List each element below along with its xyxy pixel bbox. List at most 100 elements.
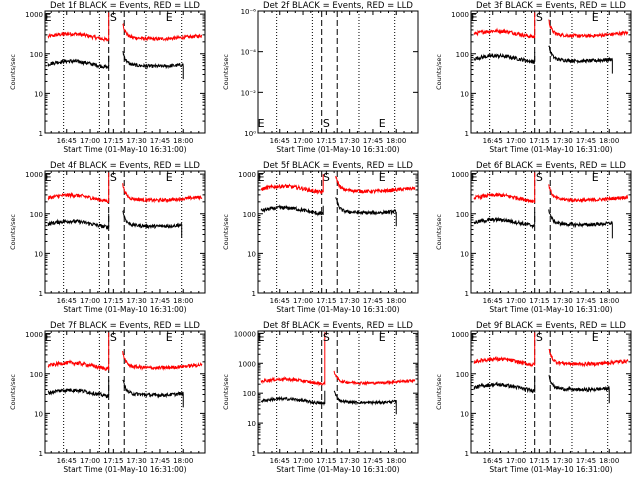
events-series-line [548, 209, 613, 229]
y-tick-label: 100 [456, 211, 469, 219]
x-axis-label: Start Time (01-May-10 16:31:00) [276, 465, 399, 474]
event-marker-e: E [471, 11, 478, 24]
x-tick-label: 16:45 [270, 457, 290, 465]
lld-series-line [260, 332, 326, 387]
y-tick-label: 1 [252, 290, 256, 298]
x-tick-label: 17:30 [553, 137, 573, 145]
events-series-line [47, 379, 110, 399]
plot-frame [44, 10, 206, 134]
x-tick-label: 17:00 [80, 457, 100, 465]
lld-series-line [122, 350, 203, 371]
plot-frame [470, 10, 632, 134]
x-tick-label: 17:15 [529, 297, 549, 305]
x-tick-label: 17:00 [80, 297, 100, 305]
x-tick-label: 17:30 [127, 297, 147, 305]
events-series-line [335, 197, 397, 216]
event-marker-s: S [323, 117, 330, 130]
x-tick-label: 17:45 [576, 297, 596, 305]
x-axis-label: Start Time (01-May-10 16:31:00) [489, 145, 612, 154]
lld-series-line [47, 12, 110, 43]
y-tick-label: 100 [30, 211, 43, 219]
panel-title: Det 4f BLACK = Events, RED = LLD [50, 161, 200, 171]
x-axis-label: Start Time (01-May-10 16:31:00) [489, 305, 612, 314]
y-tick-label: 10⁻⁴ [241, 49, 257, 57]
y-tick-label: 1000 [25, 331, 43, 339]
events-series-line [473, 52, 536, 65]
x-tick-label: 17:30 [553, 297, 573, 305]
lld-series-line [47, 172, 110, 204]
event-marker-e: E [379, 331, 386, 344]
y-axis-label: Counts/sec [435, 54, 443, 90]
x-tick-label: 18:00 [386, 297, 406, 305]
y-tick-label: 1000 [451, 171, 469, 179]
y-axis-label: Counts/sec [222, 374, 230, 410]
events-series-line [548, 374, 610, 393]
lld-series-line [473, 332, 536, 368]
x-axis-label: Start Time (01-May-10 16:31:00) [63, 305, 186, 314]
plot-frame [257, 330, 419, 454]
panel-title: Det 1f BLACK = Events, RED = LLD [50, 1, 200, 11]
events-series-line [473, 375, 536, 394]
y-tick-label: 10000 [234, 330, 256, 338]
lld-series-line [548, 19, 629, 39]
lld-series-line [260, 174, 324, 195]
y-tick-label: 10 [34, 90, 43, 98]
event-marker-s: S [323, 331, 330, 344]
y-tick-label: 100 [243, 211, 256, 219]
y-axis-label: Counts/sec [9, 374, 17, 410]
y-axis-label: Counts/sec [435, 214, 443, 250]
y-tick-label: 1 [39, 130, 43, 138]
x-tick-label: 17:30 [553, 457, 573, 465]
x-tick-label: 17:15 [529, 137, 549, 145]
x-tick-label: 17:00 [506, 457, 526, 465]
x-tick-label: 17:15 [316, 457, 336, 465]
event-marker-e: E [45, 171, 52, 184]
x-tick-label: 18:00 [173, 297, 193, 305]
x-axis-label: Start Time (01-May-10 16:31:00) [63, 145, 186, 154]
x-tick-label: 17:30 [127, 137, 147, 145]
y-tick-label: 1000 [451, 11, 469, 19]
x-tick-label: 17:45 [363, 137, 383, 145]
panel-title: Det 5f BLACK = Events, RED = LLD [263, 161, 413, 171]
event-marker-e: E [45, 331, 52, 344]
event-marker-e: E [471, 331, 478, 344]
x-tick-label: 16:45 [270, 297, 290, 305]
x-tick-label: 17:30 [127, 457, 147, 465]
lld-series-line [122, 22, 203, 42]
events-series-line [122, 50, 184, 70]
event-marker-s: S [323, 171, 330, 184]
x-axis-label: Start Time (01-May-10 16:31:00) [276, 305, 399, 314]
lld-series-line [335, 176, 416, 195]
x-axis-label: Start Time (01-May-10 16:31:00) [489, 465, 612, 474]
x-axis-label: Start Time (01-May-10 16:31:00) [63, 465, 186, 474]
x-tick-label: 17:45 [150, 297, 170, 305]
x-tick-label: 18:00 [173, 457, 193, 465]
x-tick-label: 18:00 [386, 457, 406, 465]
y-axis-label: Counts/sec [222, 214, 230, 250]
y-axis-label: Counts/sec [222, 54, 230, 90]
events-series-line [333, 390, 397, 406]
plot-frame [257, 10, 419, 134]
x-tick-label: 17:45 [363, 297, 383, 305]
y-axis-label: Counts/sec [435, 374, 443, 410]
lld-series-line [122, 183, 203, 204]
y-tick-label: 100 [456, 51, 469, 59]
y-axis-label: Counts/sec [9, 54, 17, 90]
lld-series-line [473, 172, 536, 204]
event-marker-s: S [110, 331, 117, 344]
event-marker-e: E [592, 11, 599, 24]
event-marker-e: E [166, 11, 173, 24]
x-tick-label: 16:45 [57, 137, 77, 145]
y-tick-label: 10 [460, 250, 469, 258]
event-marker-s: S [110, 171, 117, 184]
y-tick-label: 1000 [238, 171, 256, 179]
y-tick-label: 10⁰ [244, 130, 256, 138]
lld-series-line [473, 12, 536, 39]
event-marker-e: E [258, 117, 265, 130]
lld-series-line [548, 184, 629, 204]
y-tick-label: 100 [30, 51, 43, 59]
lld-series-line [47, 332, 110, 371]
